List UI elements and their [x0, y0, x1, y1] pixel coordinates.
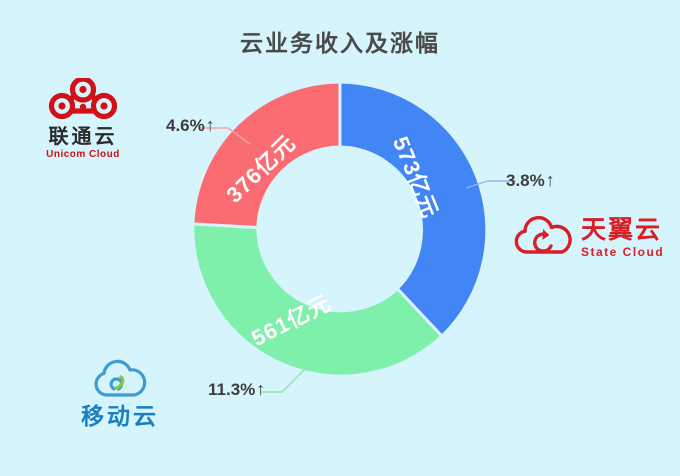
- unicom-brand-en: Unicom Cloud: [46, 149, 120, 160]
- growth-value-mobile: 11.3%: [208, 380, 256, 399]
- state-cloud-text: 天翼云 State Cloud: [581, 217, 664, 259]
- state-cloud-logo-icon: [514, 216, 572, 254]
- arrow-up-icon-mobile: ↑: [256, 379, 266, 399]
- unicom-logo-icon: [48, 78, 118, 120]
- growth-label-mobile: 11.3% ↑: [208, 380, 265, 400]
- growth-value-unicom: 4.6%: [166, 116, 205, 135]
- arrow-up-icon-unicom: ↑: [205, 115, 215, 135]
- mobile-cloud-logo-icon: [94, 359, 147, 397]
- page-title: 云业务收入及涨幅: [240, 30, 440, 56]
- growth-label-unicom: 4.6% ↑: [166, 116, 215, 136]
- donut-segment-mobile[interactable]: [191, 222, 444, 378]
- growth-value-telecom: 3.8%: [506, 171, 545, 190]
- donut-segment-telecom[interactable]: [338, 80, 489, 338]
- brand-state-cloud: 天翼云 State Cloud: [512, 216, 672, 260]
- unicom-brand-cn: 联通云: [48, 126, 118, 148]
- mobile-brand-cn: 移动云: [81, 403, 159, 429]
- telecom-brand-cn: 天翼云: [581, 216, 663, 245]
- donut-chart: 573亿元 561亿元 376亿元: [180, 70, 500, 390]
- growth-label-telecom: 3.8% ↑: [506, 171, 555, 191]
- brand-unicom-cloud: 联通云 Unicom Cloud: [22, 78, 144, 161]
- brand-mobile-cloud: 移动云: [60, 358, 180, 429]
- telecom-brand-en: State Cloud: [581, 244, 665, 259]
- arrow-up-icon-telecom: ↑: [545, 170, 555, 190]
- donut-chart-svg: 573亿元 561亿元 376亿元: [191, 80, 489, 378]
- donut-segment-unicom[interactable]: [191, 80, 342, 229]
